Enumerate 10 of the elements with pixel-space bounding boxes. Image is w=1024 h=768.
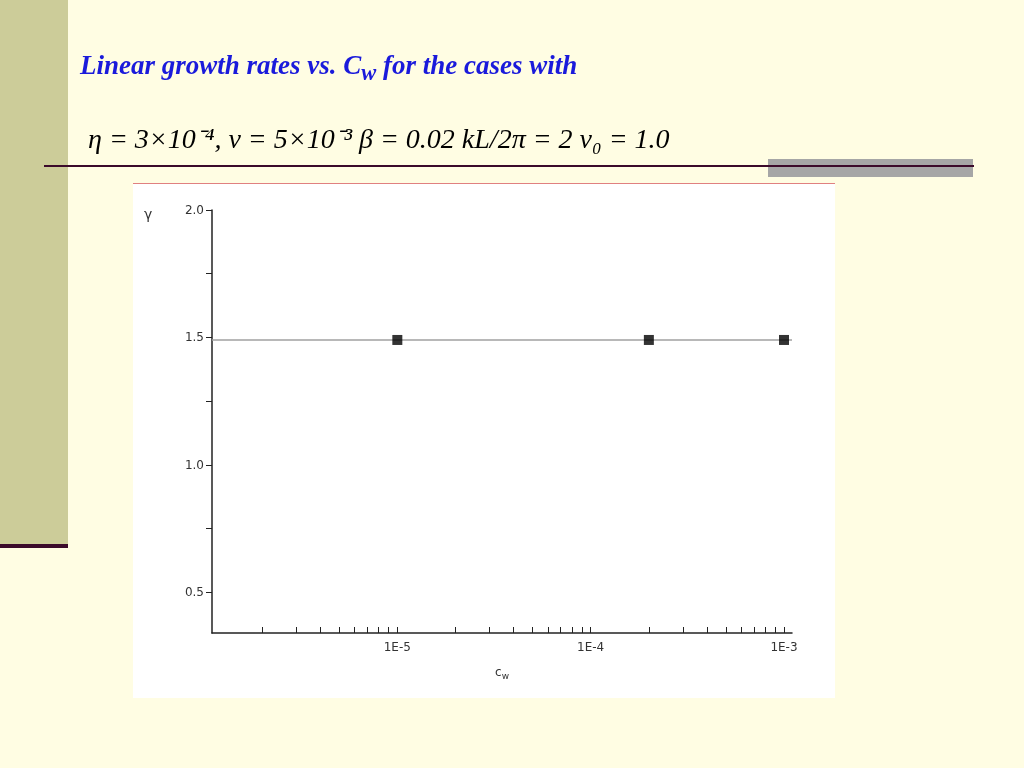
x-tick-label: 1E-3 [770, 640, 798, 654]
chart-title: Linear growth rates vs. C$_{w}$ for the cases with [80, 50, 578, 87]
y-tick-label: 2.0 [184, 203, 204, 217]
x-tick-label: 1E-5 [383, 640, 411, 654]
chart-subtitle: η = 3×10⁻⁴, ν = 5×10⁻³ β = 0.02 kL/2π = 2 v₀ = 1.0 [88, 122, 670, 156]
x-tick-label: 1E-4 [577, 640, 605, 654]
y-axis-title: γ [144, 206, 153, 222]
y-tick-label: 1.5 [184, 330, 204, 345]
y-tick-label: 0.5 [184, 585, 204, 600]
y-tick-label: 1.0 [184, 457, 204, 472]
